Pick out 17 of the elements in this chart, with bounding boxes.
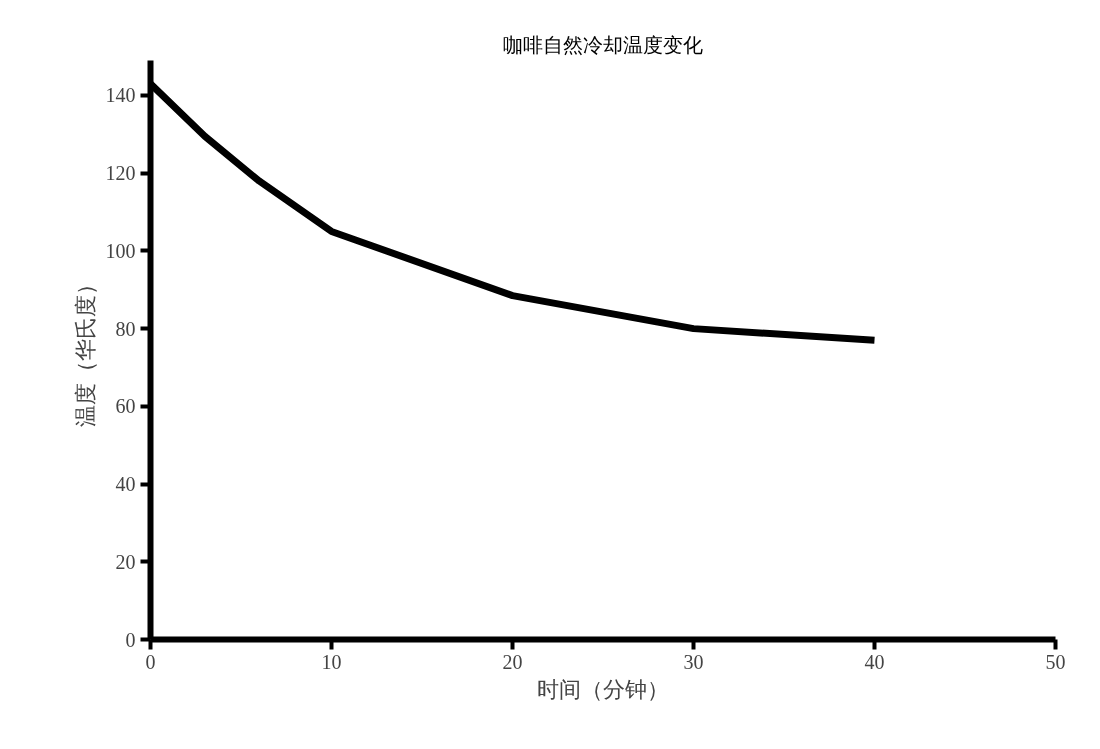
x-tick-label: 50 bbox=[1045, 650, 1066, 673]
x-tick-label: 0 bbox=[145, 650, 156, 673]
y-axis-title: 温度（华氏度） bbox=[72, 273, 98, 427]
x-axis-title: 时间（分钟） bbox=[537, 676, 669, 702]
y-tick-label: 100 bbox=[105, 239, 136, 262]
y-tick-label: 80 bbox=[115, 317, 136, 340]
x-tick-label: 30 bbox=[683, 650, 704, 673]
x-tick-label: 10 bbox=[321, 650, 342, 673]
y-tick-label: 40 bbox=[115, 473, 136, 496]
y-tick-label: 0 bbox=[125, 628, 136, 651]
x-tick-label: 20 bbox=[502, 650, 523, 673]
chart-title: 咖啡自然冷却温度变化 bbox=[503, 33, 703, 56]
y-tick-label: 60 bbox=[115, 395, 136, 418]
y-tick-label: 120 bbox=[105, 162, 136, 185]
x-tick-label: 40 bbox=[864, 650, 885, 673]
y-tick-label: 20 bbox=[115, 550, 136, 573]
y-tick-label: 140 bbox=[105, 84, 136, 107]
